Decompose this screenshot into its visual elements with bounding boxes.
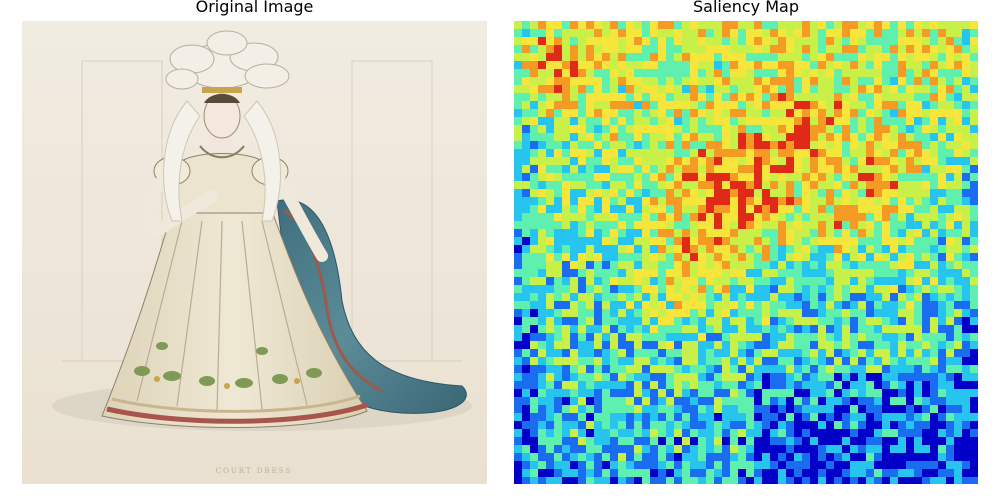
feather-headdress — [165, 30, 290, 90]
hem-lace — [111, 394, 361, 413]
original-image-panel: COURT DRESS — [22, 21, 487, 484]
right-veil — [243, 100, 281, 222]
tiara — [202, 87, 242, 93]
original-image: COURT DRESS — [22, 21, 487, 484]
plate-caption: COURT DRESS — [216, 467, 293, 475]
original-image-title: Original Image — [195, 0, 314, 16]
gold-ornaments — [154, 376, 300, 389]
left-arm — [142, 175, 218, 239]
saliency-map-title: Saliency Map — [693, 0, 799, 16]
saliency-map — [514, 21, 978, 484]
necklace — [199, 145, 245, 159]
hem-trim — [106, 402, 368, 424]
left-veil — [163, 100, 201, 222]
leaf-embroidery — [134, 342, 322, 388]
dress-pleats — [136, 220, 308, 412]
hair — [204, 94, 240, 103]
saliency-map-panel — [514, 21, 978, 484]
right-arm — [274, 175, 328, 262]
